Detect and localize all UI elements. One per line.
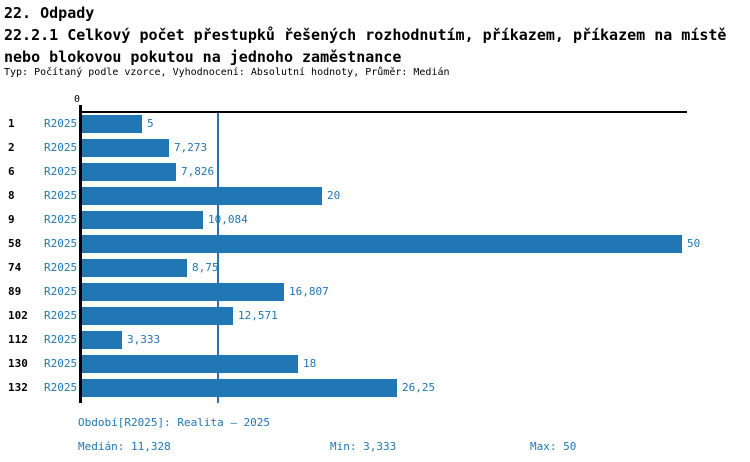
bar-row: 2 R2025 7,273 [0,137,750,161]
bar [82,379,397,397]
bar [82,211,203,229]
footer-min-stat: Min: 3,333 [330,440,397,453]
bar [82,331,122,349]
bar-value-label: 20 [327,189,341,202]
page-title: 22. Odpady [4,4,95,22]
row-category-label: 74 [8,261,22,274]
row-category-label: 6 [8,165,15,178]
bar [82,139,169,157]
bar-row: 132 R2025 26,25 [0,377,750,401]
bar-value-label: 50 [687,237,701,250]
bar-chart: 1 R2025 5 2 R2025 7,273 6 R2025 7,826 8 R2025 20 9 R2… [0,113,750,401]
bar-value-label: 5 [147,117,154,130]
row-category-label: 58 [8,237,22,250]
row-category-label: 132 [8,381,28,394]
row-series-label: R2025 [44,261,78,274]
row-category-label: 102 [8,309,28,322]
bar-row: 74 R2025 8,75 [0,257,750,281]
row-series-label: R2025 [44,333,78,346]
row-series-label: R2025 [44,213,78,226]
footer-max-stat: Max: 50 [530,440,577,453]
row-series-label: R2025 [44,381,78,394]
bar-row: 58 R2025 50 [0,233,750,257]
bar [82,163,176,181]
bar [82,355,298,373]
bar [82,115,142,133]
y-axis-line [79,105,82,403]
row-series-label: R2025 [44,237,78,250]
row-category-label: 1 [8,117,15,130]
bar-row: 6 R2025 7,826 [0,161,750,185]
row-series-label: R2025 [44,165,78,178]
row-series-label: R2025 [44,117,78,130]
row-series-label: R2025 [44,189,78,202]
row-category-label: 112 [8,333,28,346]
bar [82,259,187,277]
chart-meta: Typ: Počítaný podle vzorce, Vyhodnocení:… [4,67,450,78]
row-series-label: R2025 [44,357,78,370]
row-series-label: R2025 [44,309,78,322]
bar-value-label: 12,571 [238,309,278,322]
footer-median-stat: Medián: 11,328 [78,440,171,453]
bar-row: 8 R2025 20 [0,185,750,209]
bar-row: 130 R2025 18 [0,353,750,377]
bar-value-label: 7,826 [181,165,215,178]
bar-row: 102 R2025 12,571 [0,305,750,329]
x-axis-zero-tick-label: 0 [74,94,81,105]
bar-value-label: 18 [303,357,317,370]
bar-value-label: 26,25 [402,381,436,394]
bar-value-label: 7,273 [174,141,208,154]
bar [82,235,682,253]
bar-row: 9 R2025 10,084 [0,209,750,233]
bar [82,187,322,205]
row-category-label: 9 [8,213,15,226]
bar-row: 112 R2025 3,333 [0,329,750,353]
bar-value-label: 8,75 [192,261,219,274]
row-series-label: R2025 [44,141,78,154]
row-category-label: 130 [8,357,28,370]
footer-period-label: Období[R2025]: Realita – 2025 [78,416,271,429]
row-series-label: R2025 [44,285,78,298]
bar-row: 89 R2025 16,807 [0,281,750,305]
bar-value-label: 16,807 [289,285,329,298]
bar-row: 1 R2025 5 [0,113,750,137]
x-axis-line [80,111,687,113]
row-category-label: 2 [8,141,15,154]
bar-value-label: 3,333 [127,333,161,346]
bar-value-label: 10,084 [208,213,248,226]
median-reference-line [217,113,219,403]
chart-subtitle: 22.2.1 Celkový počet přestupků řešených … [4,26,727,66]
bar [82,307,233,325]
bar [82,283,284,301]
row-category-label: 8 [8,189,15,202]
row-category-label: 89 [8,285,22,298]
